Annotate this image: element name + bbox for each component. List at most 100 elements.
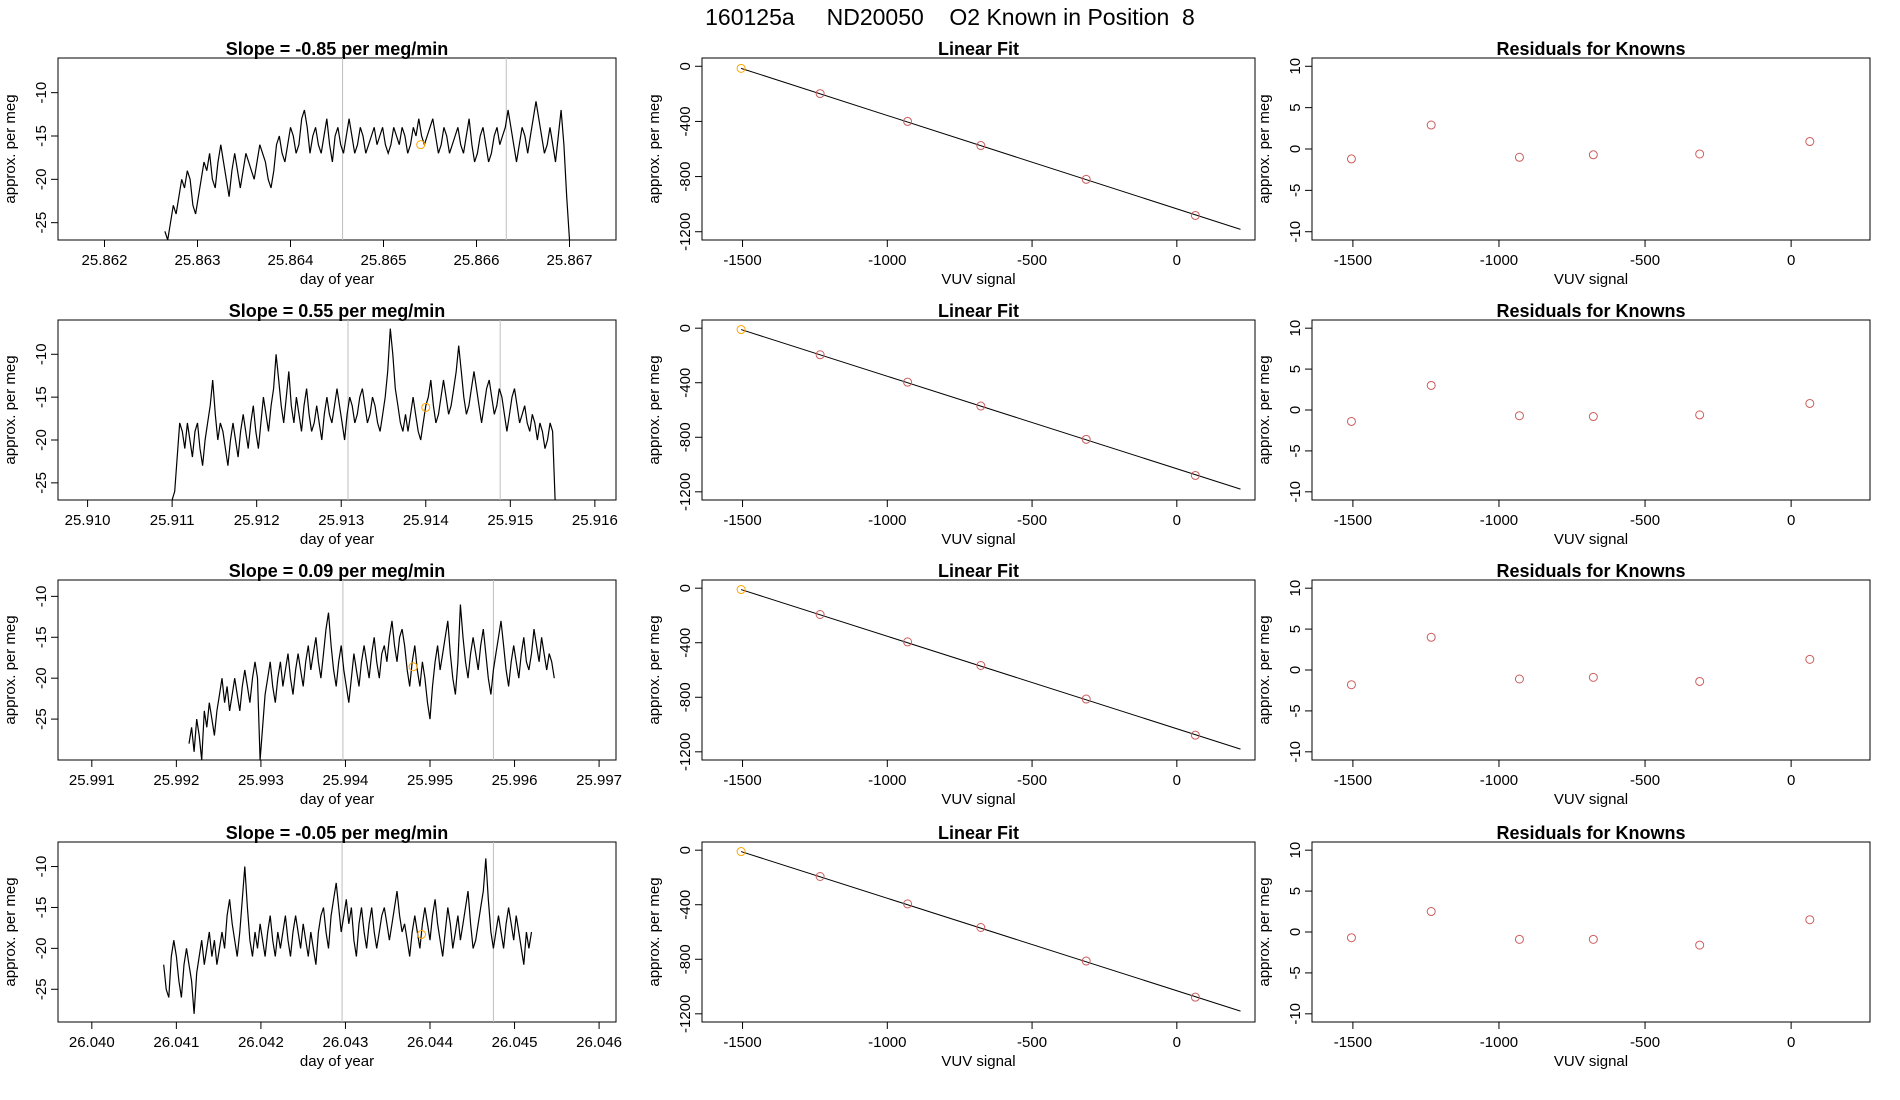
panel-12-data-point	[1588, 934, 1598, 944]
panel-8-fit-line	[740, 589, 1241, 750]
panel-9-x-axis-label: VUV signal	[1554, 791, 1628, 808]
panel-1-x-tick-label: 25.864	[268, 252, 314, 269]
panel-8-x-tick-label: -1500	[723, 772, 761, 789]
panel-7-x-tick-label: 25.995	[407, 772, 453, 789]
panel-2-x-tick-label: 0	[1173, 252, 1181, 269]
panel-11-data-point	[736, 847, 746, 857]
panel-4-y-tick-label: -25	[33, 472, 50, 494]
panel-7-x-tick-label: 25.993	[238, 772, 284, 789]
panel-1-title: Slope = -0.85 per meg/min	[226, 39, 449, 59]
panel-9-x-tick-label: -1000	[1480, 772, 1518, 789]
panel-5-data-point	[815, 350, 825, 360]
panel-10-y-tick-label: -15	[33, 897, 50, 919]
panel-3-data-point	[1695, 149, 1705, 159]
panel-9-data-point	[1514, 674, 1524, 684]
panel-7-x-tick-label: 25.997	[576, 772, 622, 789]
panel-6-x-tick-label: -500	[1630, 512, 1660, 529]
panel-5-y-tick-label: 0	[677, 324, 694, 332]
panel-10-x-tick-label: 26.043	[323, 1034, 369, 1051]
panel-12-title: Residuals for Knowns	[1496, 823, 1685, 843]
panel-6-data-point	[1805, 398, 1815, 408]
panel-6-y-tick-label: -5	[1287, 444, 1304, 457]
panel-4-y-tick-label: -20	[33, 429, 50, 451]
panel-5-y-tick-label: -400	[677, 368, 694, 398]
panel-11-data-point	[1190, 992, 1200, 1002]
panel-4-x-tick-label: 25.913	[318, 512, 364, 529]
panel-12-x-tick-label: -500	[1630, 1034, 1660, 1051]
panel-3-plot-frame	[1311, 57, 1871, 241]
panel-12-y-tick-label: 10	[1287, 842, 1304, 859]
panel-12-data-point	[1695, 940, 1705, 950]
panel-12-data-point	[1805, 915, 1815, 925]
panel-2-x-tick-label: -1500	[723, 252, 761, 269]
panel-9-data-point	[1695, 676, 1705, 686]
panel-10-y-tick-label: -10	[33, 856, 50, 878]
panel-3-data-point	[1346, 154, 1356, 164]
panel-8-x-tick-label: -1000	[868, 772, 906, 789]
panel-7-y-tick-label: -15	[33, 626, 50, 648]
panel-10-x-tick-label: 26.045	[492, 1034, 538, 1051]
panel-5-x-axis-label: VUV signal	[941, 531, 1015, 548]
panel-11-fit-line	[740, 851, 1241, 1012]
panel-1-y-tick-label: -10	[33, 82, 50, 104]
panel-10-title: Slope = -0.05 per meg/min	[226, 823, 449, 843]
panel-12-x-tick-label: -1000	[1480, 1034, 1518, 1051]
panel-3-x-tick-label: -1500	[1334, 252, 1372, 269]
panel-3-y-axis-label: approx. per meg	[1256, 94, 1273, 203]
panel-12-y-tick-label: 5	[1287, 887, 1304, 895]
panel-11-plot-frame	[701, 841, 1256, 1023]
panel-2-y-tick-label: 0	[677, 62, 694, 70]
panel-7-series-line	[188, 604, 555, 760]
panel-8-data-point	[976, 661, 986, 670]
panel-4-x-tick-label: 25.910	[65, 512, 111, 529]
panel-2-data-point	[903, 116, 913, 126]
panel-2-x-tick-label: -1000	[868, 252, 906, 269]
panel-6-y-tick-label: 0	[1287, 406, 1304, 414]
panel-3-data-point	[1514, 152, 1524, 162]
panel-8-data-point	[1190, 730, 1200, 740]
panel-6-y-axis-label: approx. per meg	[1256, 355, 1273, 464]
panel-5-x-tick-label: -1000	[868, 512, 906, 529]
panel-9-data-point	[1426, 632, 1436, 642]
panel-7-y-axis-label: approx. per meg	[2, 615, 19, 724]
panel-3-y-tick-label: 10	[1287, 58, 1304, 75]
panel-10-highlight-point	[417, 929, 427, 939]
panel-3-data-point	[1805, 137, 1815, 147]
panel-11-x-tick-label: -1500	[723, 1034, 761, 1051]
panel-8-x-tick-label: -500	[1017, 772, 1047, 789]
panel-12-data-point	[1514, 934, 1524, 944]
panel-5-x-tick-label: -500	[1017, 512, 1047, 529]
panel-9-y-tick-label: -10	[1287, 741, 1304, 763]
panel-11-y-axis-label: approx. per meg	[646, 877, 663, 986]
panel-12-y-tick-label: -10	[1287, 1003, 1304, 1025]
panel-9-x-tick-label: 0	[1787, 772, 1795, 789]
panel-8-data-point	[736, 585, 746, 595]
panel-4-highlight-point	[421, 402, 431, 412]
panel-2-plot-frame	[701, 57, 1256, 241]
panel-2-data-point	[976, 141, 986, 151]
panel-5-y-tick-label: -800	[677, 422, 694, 452]
panel-9-plot-frame	[1311, 579, 1871, 761]
panel-12-plot-frame	[1311, 841, 1871, 1023]
panel-1-plot-frame	[57, 57, 617, 241]
panel-2-data-point	[815, 89, 825, 99]
panel-7-y-tick-label: -25	[33, 708, 50, 730]
panel-11-x-tick-label: -500	[1017, 1034, 1047, 1051]
panel-2-data-point	[1081, 174, 1091, 184]
panel-9-data-point	[1346, 680, 1356, 690]
panel-10-y-axis-label: approx. per meg	[2, 877, 19, 986]
panel-10-x-tick-label: 26.046	[576, 1034, 622, 1051]
panel-7-x-tick-label: 25.991	[69, 772, 115, 789]
panel-6-y-tick-label: 10	[1287, 320, 1304, 337]
panel-6-data-point	[1426, 380, 1436, 390]
panel-12-y-tick-label: 0	[1287, 928, 1304, 936]
panel-4-x-tick-label: 25.916	[572, 512, 618, 529]
panel-2-data-point	[736, 63, 746, 73]
panel-3-x-tick-label: -1000	[1480, 252, 1518, 269]
panel-5-data-point	[1190, 470, 1200, 480]
panel-9-y-tick-label: 10	[1287, 580, 1304, 597]
panel-6-x-tick-label: -1000	[1480, 512, 1518, 529]
panel-3-data-point	[1426, 120, 1436, 130]
panel-4-x-tick-label: 25.912	[234, 512, 280, 529]
